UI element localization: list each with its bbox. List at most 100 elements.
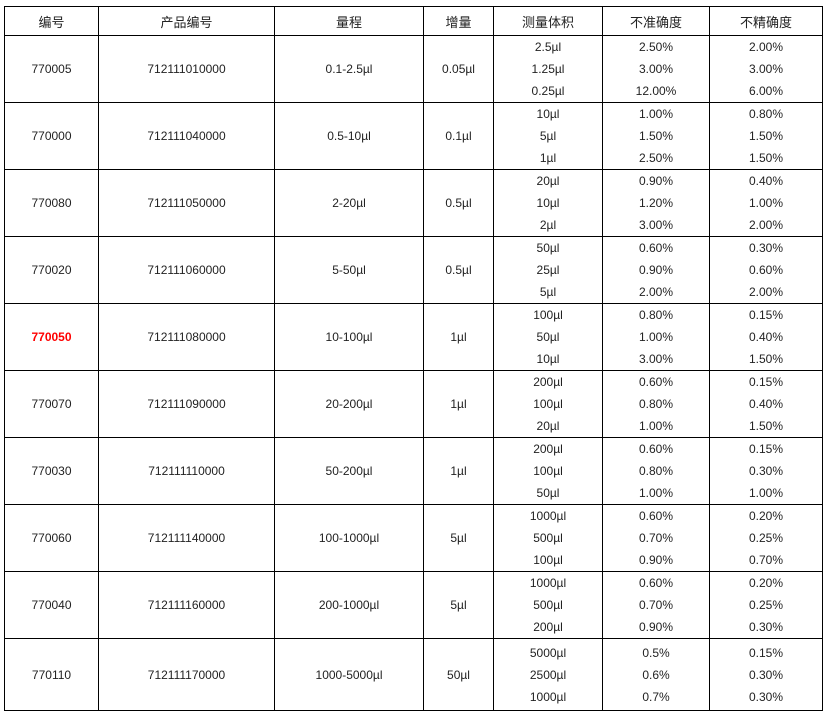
inaccuracy-value: 3.00% — [638, 62, 674, 76]
imprecision-value: 0.15% — [748, 375, 784, 389]
imprecision-value: 0.15% — [748, 308, 784, 322]
cell-product-id: 712111040000 — [98, 102, 275, 170]
cell-increment: 1µl — [423, 370, 494, 438]
imprecision-value: 1.00% — [748, 486, 784, 500]
cell-imprecisions: 0.20% 0.25% 0.70% — [709, 504, 823, 572]
volume-value: 20µl — [536, 174, 560, 188]
cell-volumes: 10µl 5µl 1µl — [493, 102, 603, 170]
imprecision-value: 0.15% — [748, 645, 784, 660]
cell-id: 770080 — [4, 169, 99, 237]
table-row: 770030 712111110000 50-200µl 1µl 200µl 10… — [4, 437, 823, 505]
cell-increment: 5µl — [423, 571, 494, 639]
cell-id: 770060 — [4, 504, 99, 572]
imprecision-value: 1.50% — [748, 352, 784, 366]
cell-increment: 1µl — [423, 437, 494, 505]
inaccuracy-value: 0.5% — [642, 645, 670, 660]
cell-inaccuracies: 0.80% 1.00% 3.00% — [602, 303, 710, 371]
inaccuracy-value: 2.50% — [638, 40, 674, 54]
imprecision-value: 0.40% — [748, 174, 784, 188]
cell-volumes: 1000µl 500µl 100µl — [493, 504, 603, 572]
cell-range: 50-200µl — [274, 437, 424, 505]
inaccuracy-value: 2.00% — [638, 285, 674, 299]
volume-value: 1000µl — [529, 689, 567, 704]
imprecision-value: 1.50% — [748, 151, 784, 165]
cell-increment: 0.05µl — [423, 35, 494, 103]
volume-value: 50µl — [536, 241, 560, 255]
cell-inaccuracies: 0.90% 1.20% 3.00% — [602, 169, 710, 237]
imprecision-value: 0.30% — [748, 667, 784, 682]
cell-inaccuracies: 0.60% 0.80% 1.00% — [602, 370, 710, 438]
cell-product-id: 712111140000 — [98, 504, 275, 572]
volume-value: 10µl — [536, 352, 560, 366]
cell-increment: 50µl — [423, 638, 494, 711]
imprecision-value: 0.25% — [748, 531, 784, 545]
volume-value: 100µl — [533, 553, 563, 567]
cell-volumes: 1000µl 500µl 200µl — [493, 571, 603, 639]
cell-product-id: 712111060000 — [98, 236, 275, 304]
table-row: 770050 712111080000 10-100µl 1µl 100µl 50… — [4, 303, 823, 371]
imprecision-value: 0.25% — [748, 598, 784, 612]
pipette-spec-table: 编号 产品编号 量程 增量 测量体积 不准确度 不精确度 770005 7121… — [4, 6, 823, 711]
inaccuracy-value: 0.90% — [638, 174, 674, 188]
cell-range: 2-20µl — [274, 169, 424, 237]
cell-id: 770000 — [4, 102, 99, 170]
cell-volumes: 2.5µl 1.25µl 0.25µl — [493, 35, 603, 103]
cell-id: 770030 — [4, 437, 99, 505]
volume-value: 25µl — [536, 263, 560, 277]
inaccuracy-value: 0.6% — [642, 667, 670, 682]
col-header-increment: 增量 — [423, 6, 494, 36]
imprecision-value: 2.00% — [748, 40, 784, 54]
cell-imprecisions: 0.15% 0.30% 0.30% — [709, 638, 823, 711]
imprecision-value: 0.60% — [748, 263, 784, 277]
inaccuracy-value: 0.80% — [638, 397, 674, 411]
volume-value: 5µl — [539, 129, 557, 143]
inaccuracy-value: 1.00% — [638, 486, 674, 500]
imprecision-value: 2.00% — [748, 285, 784, 299]
inaccuracy-value: 12.00% — [635, 84, 677, 98]
imprecision-value: 0.15% — [748, 442, 784, 456]
volume-value: 50µl — [536, 486, 560, 500]
cell-inaccuracies: 0.60% 0.90% 2.00% — [602, 236, 710, 304]
volume-value: 2.5µl — [534, 40, 562, 54]
cell-range: 100-1000µl — [274, 504, 424, 572]
inaccuracy-value: 0.60% — [638, 442, 674, 456]
inaccuracy-value: 0.60% — [638, 241, 674, 255]
col-header-inaccuracy: 不准确度 — [602, 6, 710, 36]
volume-value: 5µl — [539, 285, 557, 299]
cell-id: 770050 — [4, 303, 99, 371]
volume-value: 200µl — [533, 620, 563, 634]
inaccuracy-value: 0.90% — [638, 263, 674, 277]
cell-volumes: 20µl 10µl 2µl — [493, 169, 603, 237]
cell-range: 10-100µl — [274, 303, 424, 371]
cell-imprecisions: 0.30% 0.60% 2.00% — [709, 236, 823, 304]
volume-value: 100µl — [533, 397, 563, 411]
cell-imprecisions: 0.80% 1.50% 1.50% — [709, 102, 823, 170]
imprecision-value: 3.00% — [748, 62, 784, 76]
volume-value: 2500µl — [529, 667, 567, 682]
cell-increment: 0.5µl — [423, 169, 494, 237]
imprecision-value: 0.40% — [748, 397, 784, 411]
col-header-product-id: 产品编号 — [98, 6, 275, 36]
inaccuracy-value: 3.00% — [638, 218, 674, 232]
cell-range: 1000-5000µl — [274, 638, 424, 711]
inaccuracy-value: 1.00% — [638, 330, 674, 344]
volume-value: 2µl — [539, 218, 557, 232]
inaccuracy-value: 0.90% — [638, 553, 674, 567]
cell-product-id: 712111170000 — [98, 638, 275, 711]
cell-volumes: 50µl 25µl 5µl — [493, 236, 603, 304]
cell-increment: 1µl — [423, 303, 494, 371]
volume-value: 1000µl — [529, 576, 567, 590]
cell-product-id: 712111110000 — [98, 437, 275, 505]
cell-range: 20-200µl — [274, 370, 424, 438]
volume-value: 10µl — [536, 196, 560, 210]
volume-value: 1000µl — [529, 509, 567, 523]
inaccuracy-value: 0.80% — [638, 464, 674, 478]
header-row: 编号 产品编号 量程 增量 测量体积 不准确度 不精确度 — [4, 6, 823, 36]
table-row: 770000 712111040000 0.5-10µl 0.1µl 10µl 5… — [4, 102, 823, 170]
cell-imprecisions: 0.20% 0.25% 0.30% — [709, 571, 823, 639]
cell-increment: 0.5µl — [423, 236, 494, 304]
inaccuracy-value: 2.50% — [638, 151, 674, 165]
volume-value: 200µl — [533, 442, 563, 456]
cell-range: 200-1000µl — [274, 571, 424, 639]
cell-volumes: 200µl 100µl 50µl — [493, 437, 603, 505]
